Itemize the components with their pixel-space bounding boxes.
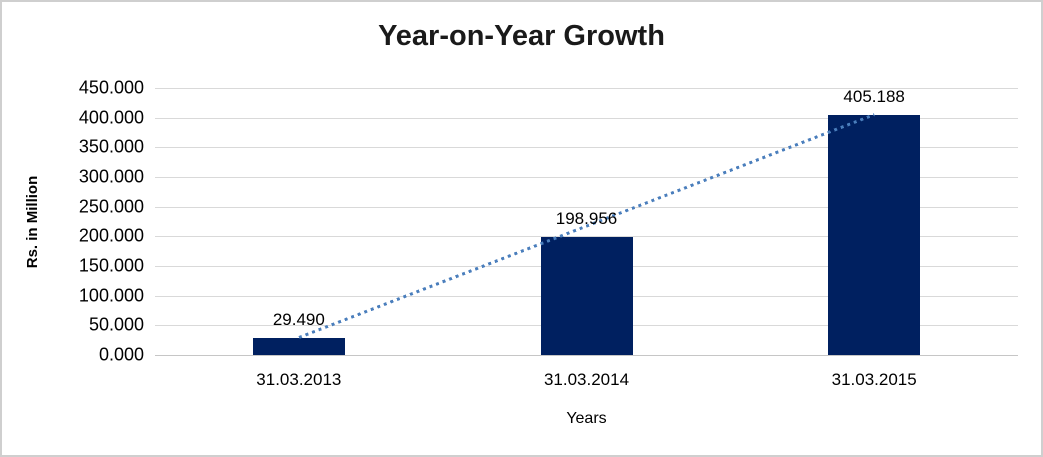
plot-area: 29.490 198.956 405.188 [155, 86, 1018, 356]
x-axis-title: Years [566, 410, 607, 427]
x-axis-labels: 31.03.2013 31.03.2014 31.03.2015 [155, 370, 1018, 392]
gridline [155, 88, 1018, 89]
y-tick-label: 350.000 [78, 136, 144, 157]
bar-data-label: 405.188 [843, 86, 905, 106]
gridline [155, 236, 1018, 238]
bar-data-label: 29.490 [272, 309, 325, 329]
y-tick-label: 250.000 [78, 196, 144, 217]
y-tick-label: 0.000 [98, 344, 144, 365]
gridline [155, 177, 1018, 178]
x-tick-label: 31.03.2015 [831, 370, 917, 389]
bar-data-label: 198.956 [555, 208, 618, 228]
gridline [155, 206, 1018, 208]
y-tick-label: 50.000 [88, 314, 144, 335]
bar [252, 337, 345, 355]
bar [540, 236, 633, 355]
y-tick-label: 400.000 [78, 107, 144, 128]
chart-title: Year-on-Year Growth [378, 20, 665, 52]
x-tick-label: 31.03.2013 [256, 370, 342, 389]
x-tick-label: 31.03.2014 [543, 370, 630, 389]
gridline [155, 147, 1018, 149]
y-tick-label: 150.000 [78, 255, 144, 276]
bar [828, 114, 921, 355]
y-axis-labels: 450.000 400.000 350.000 300.000 250.000 200.0… [2, 78, 148, 365]
x-axis-line [155, 355, 1018, 356]
y-tick-label: 100.000 [78, 285, 144, 306]
gridline [155, 117, 1018, 119]
y-tick-label: 200.000 [78, 225, 144, 246]
y-tick-label: 300.000 [78, 166, 144, 187]
y-tick-label: 450.000 [78, 77, 144, 98]
